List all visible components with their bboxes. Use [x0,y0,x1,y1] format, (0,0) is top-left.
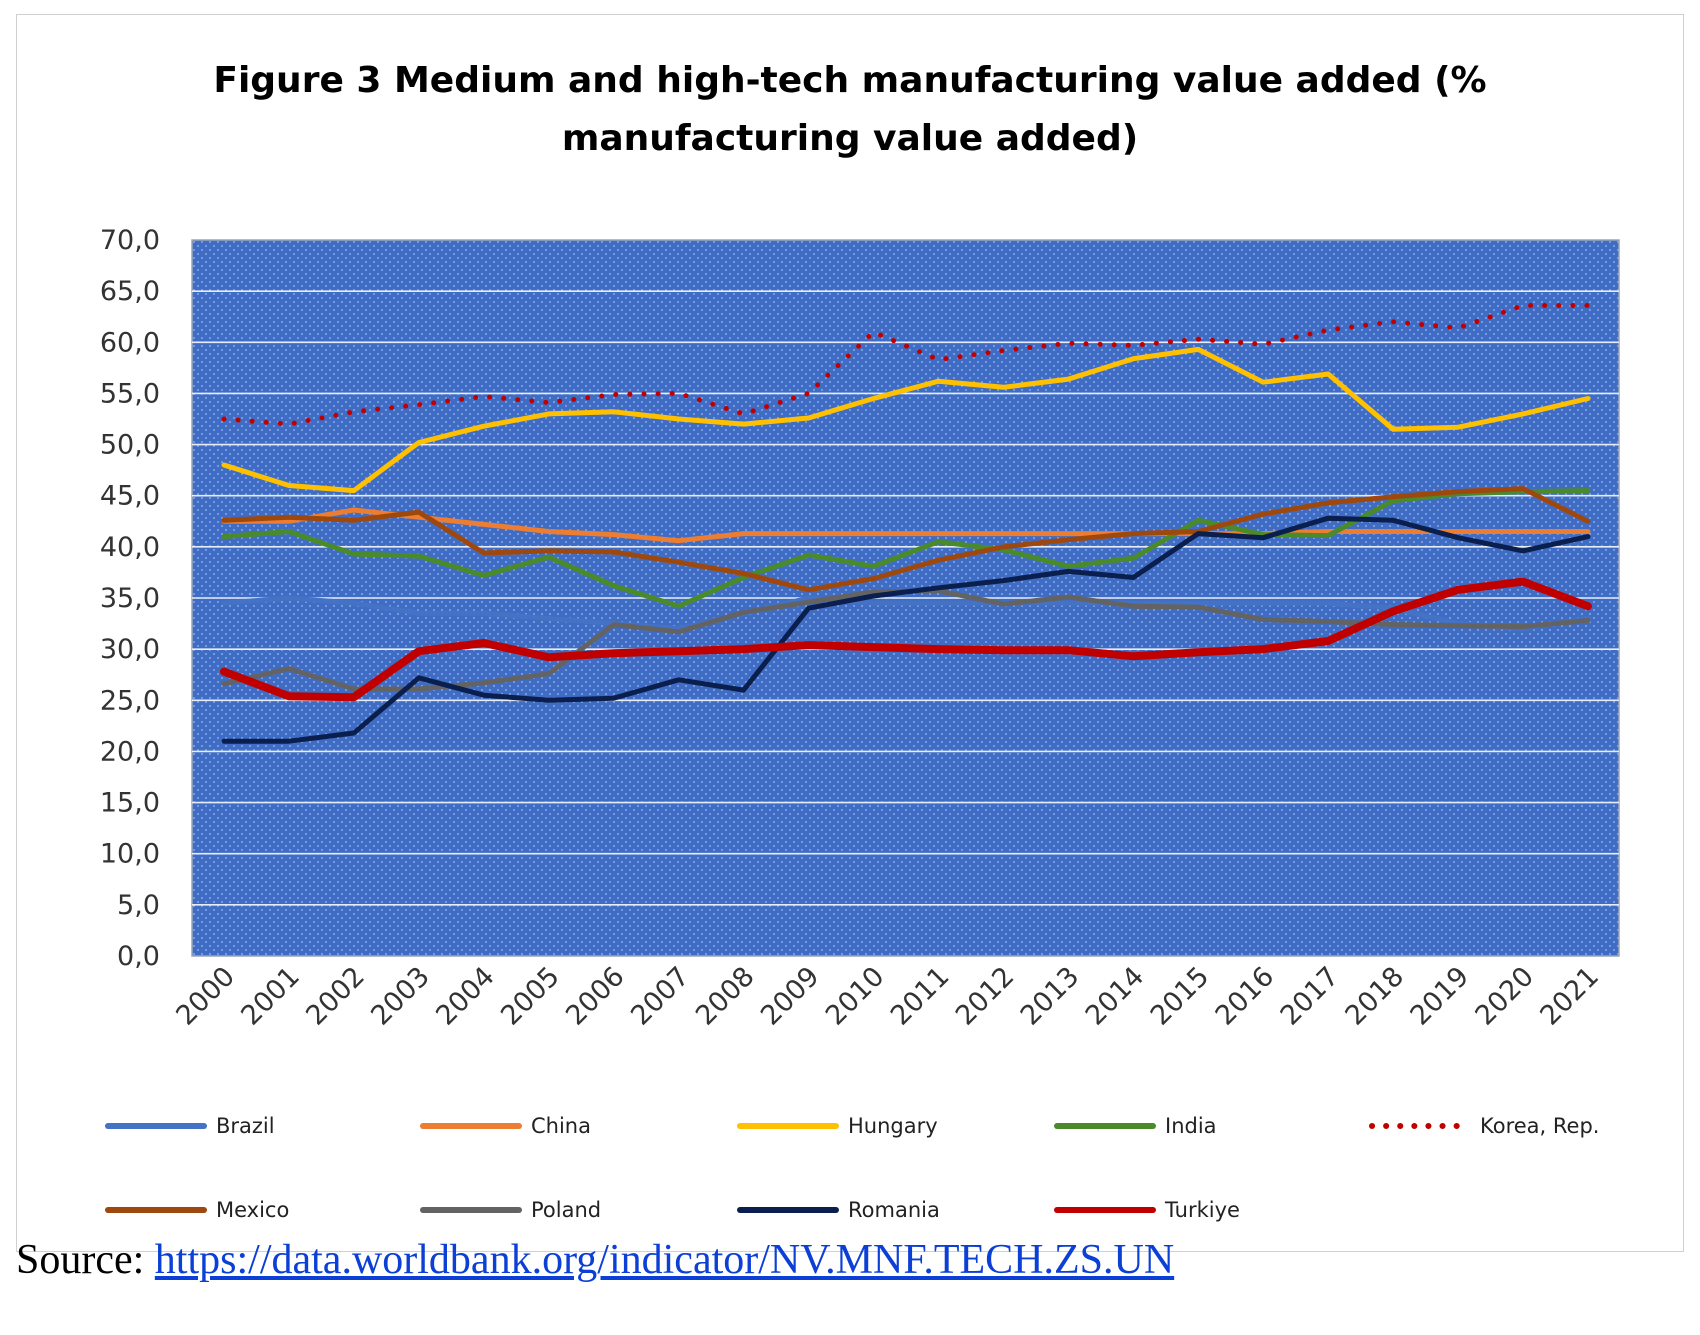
x-tick-label: 2018 [1340,961,1411,1032]
source-link[interactable]: https://data.worldbank.org/indicator/NV.… [154,1237,1175,1283]
legend-label: China [531,1114,591,1138]
legend-label: Mexico [216,1198,289,1222]
y-tick-label: 55,0 [100,378,160,409]
x-tick-label: 2010 [820,961,891,1032]
x-axis-ticks: 2000200120022003200420052006200720082009… [170,961,1605,1032]
series-lines [220,303,1592,744]
x-tick-label: 2004 [430,961,501,1032]
x-tick-label: 2003 [365,961,436,1032]
chart-title: Figure 3 Medium and high-tech manufactur… [0,52,1700,168]
x-tick-label: 2005 [495,961,566,1032]
series-line-mexico [221,486,1591,593]
x-tick-label: 2017 [1275,961,1346,1032]
x-tick-label: 2006 [560,961,631,1032]
source-note: Source: https://data.worldbank.org/indic… [16,1236,1174,1284]
y-axis-ticks: 0,0 5,0 10,0 15,0 20,0 25,0 30,0 35,0 40,0 45,0 50… [100,225,160,972]
x-tick-label: 2013 [1015,961,1086,1032]
x-tick-label: 2002 [300,961,371,1032]
x-tick-label: 2015 [1145,961,1216,1032]
x-tick-label: 2000 [170,961,241,1032]
x-tick-label: 2020 [1469,961,1540,1032]
y-tick-label: 10,0 [100,839,160,870]
x-tick-label: 2011 [885,961,956,1032]
y-tick-label: 0,0 [117,941,160,972]
x-tick-label: 2012 [950,961,1021,1032]
y-tick-label: 70,0 [100,225,160,256]
legend-label: Romania [848,1198,940,1222]
x-tick-label: 2009 [755,961,826,1032]
legend-label: Hungary [848,1114,938,1138]
chart-title-line-2: manufacturing value added) [561,118,1139,159]
legend-label: Korea, Rep. [1480,1114,1599,1138]
legend-label: Brazil [216,1114,275,1138]
x-tick-label: 2021 [1534,961,1605,1032]
y-tick-label: 65,0 [100,276,160,307]
x-tick-label: 2007 [625,961,696,1032]
y-tick-label: 25,0 [100,685,160,716]
y-tick-label: 35,0 [100,583,160,614]
y-tick-label: 5,0 [117,890,160,921]
x-tick-label: 2008 [690,961,761,1032]
legend: Brazil China Hungary India Korea, Rep. Mexico… [105,1114,1599,1222]
legend-label: Turkiye [1164,1198,1240,1222]
y-tick-label: 40,0 [100,532,160,563]
legend-label: Poland [531,1198,601,1222]
x-tick-label: 2016 [1210,961,1281,1032]
y-tick-label: 45,0 [100,481,160,512]
line-chart: 0,0 5,0 10,0 15,0 20,0 25,0 30,0 35,0 40,0 45,0 50… [100,225,1620,1222]
y-tick-label: 20,0 [100,736,160,767]
series-line-korea-rep [221,303,1591,427]
y-tick-label: 60,0 [100,327,160,358]
y-tick-label: 15,0 [100,788,160,819]
legend-label: India [1165,1114,1217,1138]
x-tick-label: 2014 [1080,961,1151,1032]
series-line-turkiye [220,577,1592,702]
x-tick-label: 2019 [1405,961,1476,1032]
series-line-romania [221,515,1591,744]
x-tick-label: 2001 [235,961,306,1032]
series-line-hungary [221,346,1591,494]
y-tick-label: 50,0 [100,430,160,461]
series-line-china [221,507,1591,544]
chart-title-line-1: Figure 3 Medium and high-tech manufactur… [213,60,1487,101]
series-line-brazil [221,595,1591,632]
source-label: Source: [16,1237,155,1283]
y-tick-label: 30,0 [100,634,160,665]
